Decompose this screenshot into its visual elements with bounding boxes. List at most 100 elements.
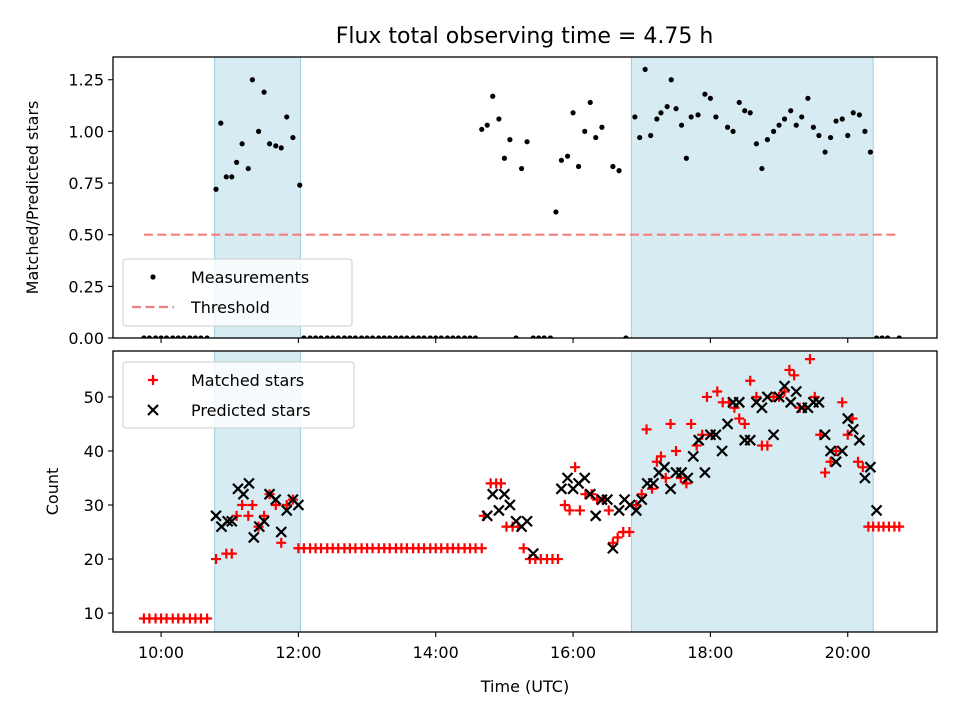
measurement-point: [524, 139, 530, 145]
measurement-point: [759, 165, 765, 172]
measurement-point: [658, 110, 664, 116]
measurement-point: [479, 126, 485, 132]
predicted-star-point: [864, 461, 877, 473]
matched-star-point: [559, 500, 570, 511]
x-tick-label: 12:00: [275, 643, 321, 662]
measurement-point: [736, 99, 742, 106]
predicted-star-point: [481, 510, 494, 522]
matched-star-point: [665, 418, 676, 429]
x-tick-label: 20:00: [825, 643, 871, 662]
predicted-star-point: [210, 510, 222, 522]
bottom-panel: 10 20 30 40 50 10:00 12:00 14:00 16:00 18:00 20:00…: [43, 350, 938, 696]
measurement-point: [218, 120, 224, 126]
predicted-star-point: [756, 401, 768, 414]
measurement-point: [770, 128, 777, 134]
matched-star-point: [211, 554, 221, 565]
predicted-star-point: [630, 504, 643, 517]
measurement-point: [713, 114, 719, 120]
y-tick-label: 20: [84, 550, 104, 569]
matched-star-point: [603, 505, 614, 516]
measurement-point: [788, 108, 794, 114]
measurement-point: [724, 124, 731, 130]
predicted-star-point: [280, 504, 293, 517]
measurement-point: [642, 66, 648, 72]
measurement-point: [239, 141, 245, 147]
legend-label: Threshold: [190, 298, 270, 317]
matched-star-point: [825, 456, 836, 467]
legend-label: Measurements: [191, 268, 309, 287]
measurement-point: [610, 163, 616, 170]
predicted-star-point: [687, 450, 700, 463]
matched-star-point: [734, 413, 745, 424]
measurement-point: [632, 114, 638, 120]
matched-star-point: [281, 500, 292, 511]
matched-star-point: [660, 472, 671, 483]
measurement-point: [266, 141, 273, 147]
matched-star-point: [607, 537, 618, 548]
predicted-star-point: [813, 396, 825, 409]
measurement-point: [668, 77, 674, 83]
measurement-point: [683, 155, 689, 161]
measurement-point: [867, 149, 873, 155]
predicted-star-point: [721, 418, 734, 430]
matched-star-point: [671, 445, 682, 456]
matched-star-point: [745, 375, 756, 386]
measurement-point: [507, 137, 513, 143]
measurement-point: [648, 132, 654, 139]
matched-star-point: [202, 613, 213, 624]
matched-star-point: [243, 510, 254, 521]
matched-star-point: [701, 391, 712, 402]
matched-star-point: [712, 386, 723, 397]
matched-star-point: [237, 500, 248, 511]
predicted-star-point: [733, 396, 746, 409]
predicted-star-point: [761, 391, 774, 403]
y-tick-label: 50: [84, 388, 104, 407]
data-marks: [138, 354, 905, 624]
measurement-point: [587, 99, 593, 106]
matched-star-point: [842, 429, 853, 440]
matched-star-point: [276, 537, 287, 548]
x-tick-label: 14:00: [413, 643, 459, 662]
measurement-point: [261, 89, 267, 95]
matched-star-point: [804, 354, 815, 365]
measurement-point: [599, 124, 605, 130]
measurement-point: [213, 186, 219, 192]
measurement-point: [593, 134, 599, 141]
matched-star-point: [655, 451, 666, 462]
measurement-point: [810, 124, 817, 130]
measurement-point: [845, 132, 851, 139]
predicted-star-point: [607, 542, 619, 555]
measurement-point: [776, 122, 782, 128]
y-tick-label: 1.25: [68, 71, 104, 90]
predicted-star-point: [658, 461, 671, 473]
predicted-star-point: [561, 472, 574, 484]
matched-star-point: [570, 462, 581, 473]
matched-star-point: [762, 440, 773, 451]
y-tick-label: 0.75: [68, 174, 104, 193]
predicted-star-point: [247, 531, 260, 544]
predicted-star-point: [498, 488, 511, 500]
predicted-star-point: [773, 391, 785, 403]
predicted-star-point: [269, 493, 282, 506]
measurement-point: [805, 95, 811, 101]
measurement-point: [558, 157, 564, 163]
predicted-star-point: [830, 456, 842, 468]
predicted-star-point: [836, 445, 849, 457]
predicted-star-point: [275, 526, 288, 538]
legend-label: Predicted stars: [191, 401, 311, 420]
matched-star-point: [784, 364, 795, 375]
matched-star-point: [518, 543, 529, 554]
measurement-point: [707, 95, 714, 101]
y-tick-label: 0.25: [68, 277, 104, 296]
x-tick-label: 18:00: [687, 643, 733, 662]
predicted-star-point: [790, 385, 803, 398]
measurement-point: [673, 106, 679, 112]
predicted-star-point: [493, 504, 505, 517]
matched-star-point: [247, 500, 258, 511]
measurement-point: [582, 128, 588, 134]
matched-star-point: [789, 370, 800, 381]
measurement-point: [564, 153, 571, 159]
measurement-point: [616, 168, 622, 174]
matched-star-point: [552, 554, 563, 565]
